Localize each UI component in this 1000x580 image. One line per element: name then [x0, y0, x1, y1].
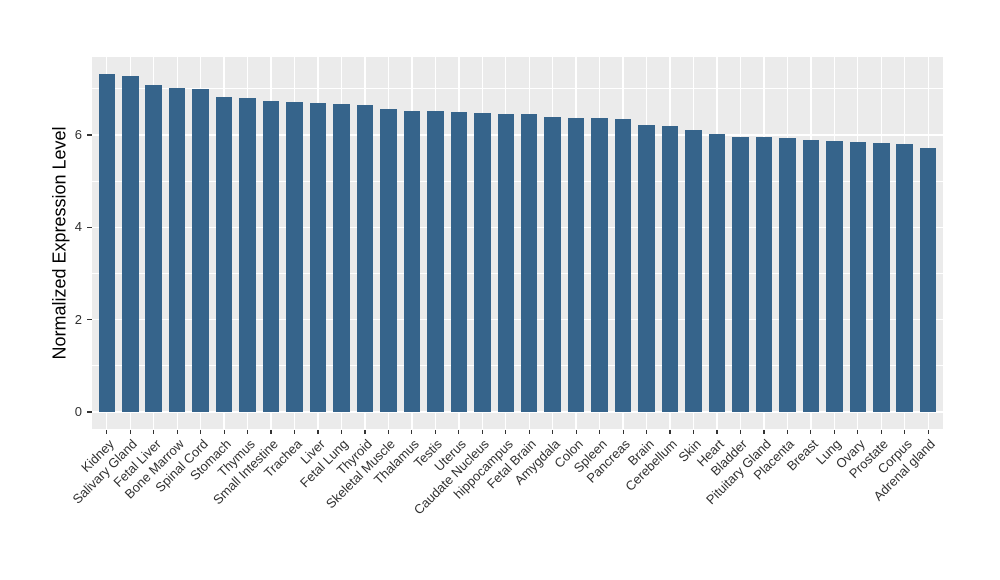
bar: [333, 103, 350, 412]
x-axis-tick-mark: [247, 429, 249, 434]
x-axis-tick-mark: [200, 429, 202, 434]
bar: [873, 142, 890, 412]
x-axis-tick-mark: [552, 429, 554, 434]
x-axis-tick-mark: [106, 429, 108, 434]
bar: [779, 137, 796, 412]
bar: [403, 110, 421, 412]
x-axis-tick-mark: [833, 429, 835, 434]
x-axis-tick-mark: [340, 429, 343, 434]
bar: [474, 112, 491, 412]
bar: [802, 139, 820, 412]
y-tick-label: 4: [74, 219, 82, 235]
x-axis-tick-mark: [505, 429, 507, 434]
bar: [309, 103, 327, 412]
x-axis-tick-mark: [880, 429, 882, 434]
y-tick-label: 2: [74, 311, 82, 327]
bar: [708, 134, 726, 412]
bar: [98, 74, 116, 412]
x-axis-tick-mark: [270, 429, 272, 434]
y-axis-tick-mark: [87, 411, 92, 413]
bar: [567, 117, 585, 412]
x-axis-tick-mark: [411, 429, 413, 434]
bar: [638, 125, 655, 412]
gridline-minor-horizontal: [92, 273, 943, 274]
x-axis-tick-mark: [622, 429, 624, 434]
bar: [591, 118, 608, 412]
x-axis-tick-mark: [692, 429, 695, 434]
y-axis-tick-mark: [87, 319, 92, 321]
bar: [497, 113, 515, 412]
x-axis-tick-mark: [458, 429, 460, 434]
x-axis-tick-mark: [176, 429, 178, 434]
bar: [896, 143, 913, 412]
x-axis-tick-mark: [927, 429, 929, 434]
x-axis-tick-mark: [786, 429, 788, 434]
gridline-major-horizontal: [92, 134, 943, 136]
x-axis-tick-mark: [364, 429, 366, 434]
bar: [356, 105, 374, 412]
y-tick-label: 0: [74, 403, 82, 419]
x-axis-tick-mark: [293, 429, 296, 434]
bar: [122, 75, 139, 412]
bar: [614, 119, 632, 412]
gridline-major-horizontal: [92, 318, 943, 321]
bar: [732, 136, 749, 412]
gridline-minor-horizontal: [92, 180, 943, 182]
x-axis-tick-mark: [739, 429, 742, 434]
bar: [685, 129, 702, 412]
y-tick-label: 6: [74, 127, 82, 142]
gridline-minor-horizontal: [92, 88, 943, 90]
bar: [450, 111, 468, 412]
bar: [262, 100, 280, 412]
bar: [826, 141, 843, 412]
x-axis-tick-mark: [645, 429, 648, 434]
x-axis-tick-mark: [434, 429, 436, 434]
x-axis-tick-mark: [129, 429, 131, 434]
bar: [427, 111, 444, 412]
gridline-minor-horizontal: [92, 365, 943, 367]
x-axis-tick-mark: [528, 429, 530, 434]
x-axis-tick-mark: [599, 429, 601, 434]
x-axis-tick-mark: [317, 429, 319, 434]
bar: [661, 125, 679, 412]
bar: [520, 114, 538, 412]
bar: [849, 142, 867, 412]
x-axis-tick-mark: [153, 429, 155, 434]
bar: [192, 89, 209, 412]
y-axis-tick-mark: [87, 134, 92, 136]
bar: [919, 148, 937, 412]
bar: [239, 98, 256, 412]
x-axis-tick-mark: [481, 429, 483, 434]
x-axis-tick-mark: [904, 429, 906, 434]
x-axis-tick-mark: [810, 429, 812, 434]
bar: [380, 109, 397, 412]
x-axis-tick-mark: [669, 429, 671, 434]
bar: [145, 85, 162, 412]
bar: [286, 102, 303, 412]
x-axis-tick-mark: [387, 429, 389, 434]
gridline-major-horizontal: [92, 226, 943, 228]
bar: [544, 117, 561, 412]
x-axis-tick-mark: [575, 429, 577, 434]
gridline-major-horizontal: [92, 411, 943, 413]
bar: [168, 87, 186, 412]
bar: [755, 137, 773, 412]
y-axis-tick-mark: [87, 226, 92, 228]
x-axis-tick-mark: [716, 429, 718, 434]
chart-panel: [92, 57, 943, 429]
x-axis-tick-mark: [857, 429, 859, 434]
x-axis-tick-mark: [763, 429, 765, 434]
bar: [215, 96, 233, 412]
x-axis-tick-mark: [223, 429, 225, 434]
